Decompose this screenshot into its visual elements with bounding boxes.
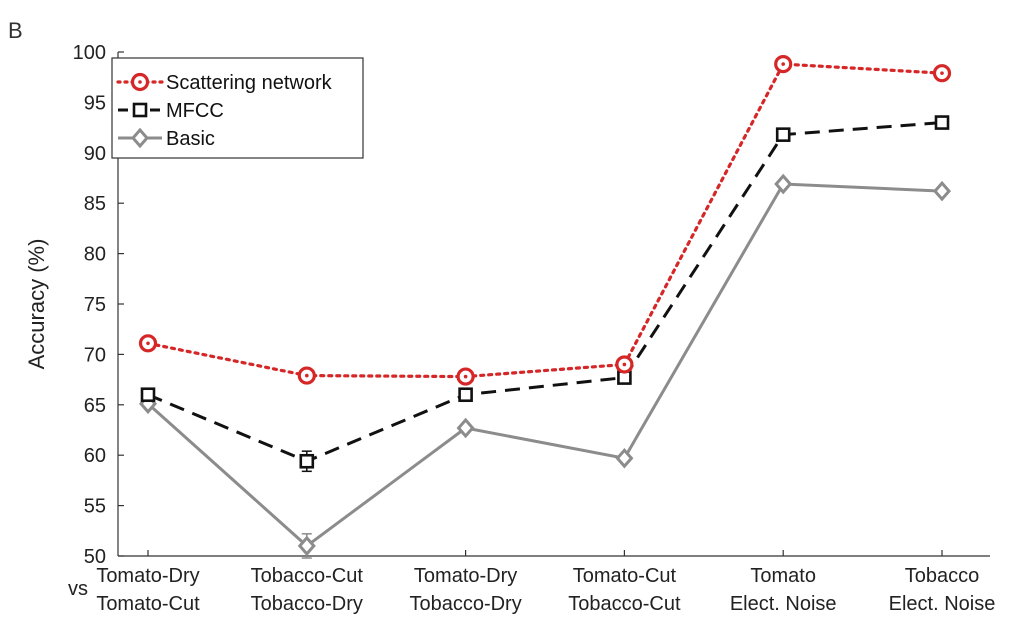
x-category-label-bottom: Elect. Noise xyxy=(889,593,996,615)
legend: Scattering network MFCC Basic xyxy=(111,57,364,159)
scattering-network-point-3-center xyxy=(622,362,627,367)
scattering-network-point-1-center xyxy=(305,373,309,378)
legend-box xyxy=(111,57,364,159)
legend-marker-basic xyxy=(131,127,149,149)
x-category-label-bottom: Tobacco-Dry xyxy=(251,593,363,615)
basic-point-3 xyxy=(615,447,634,469)
legend-label-mfcc: MFCC xyxy=(166,100,224,122)
x-category-label-bottom: Elect. Noise xyxy=(730,593,837,615)
scattering-network-point-4-center xyxy=(781,62,785,66)
x-category-label-bottom: Tomato-Cut xyxy=(96,593,200,615)
y-tick-label: 55 xyxy=(84,496,106,518)
panel-label: B xyxy=(8,18,23,43)
series-layer xyxy=(138,54,952,559)
series-scattering-network xyxy=(138,54,952,386)
legend-label-basic: Basic xyxy=(166,128,215,150)
x-category-label-top: Tomato-Dry xyxy=(414,565,517,587)
mfcc-point-0 xyxy=(140,387,156,403)
mfcc-line xyxy=(147,121,943,463)
x-category-label-top: Tomato-Dry xyxy=(96,565,199,587)
y-axis-label: Accuracy (%) xyxy=(24,239,49,370)
basic-line xyxy=(146,182,943,548)
y-tick-label: 70 xyxy=(84,344,106,366)
x-category-label-top: Tomato xyxy=(750,565,816,587)
mfcc-point-1 xyxy=(299,453,315,469)
legend-label-scattering-network: Scattering network xyxy=(166,72,333,94)
series-basic xyxy=(139,173,951,559)
y-tick-label: 95 xyxy=(84,92,106,114)
y-tick-label: 75 xyxy=(84,294,106,316)
x-category-label-bottom: Tobacco-Dry xyxy=(409,593,521,615)
vs-label: vs xyxy=(68,578,88,600)
mfcc-point-4 xyxy=(775,127,791,142)
series-mfcc xyxy=(140,115,950,473)
legend-marker-scattering-network-center xyxy=(138,80,142,84)
scattering-network-point-2-center xyxy=(463,374,468,379)
scattering-network-line xyxy=(146,62,944,379)
basic-point-2 xyxy=(456,417,475,439)
mfcc-point-2 xyxy=(458,387,473,403)
y-tick-label: 50 xyxy=(84,546,106,568)
scattering-network-point-5-center xyxy=(940,71,944,75)
basic-point-4 xyxy=(774,173,793,195)
x-category-label-top: Tobacco xyxy=(905,565,980,587)
mfcc-point-5 xyxy=(934,115,950,130)
x-category-label-bottom: Tobacco-Cut xyxy=(568,593,681,615)
scattering-network-point-0-center xyxy=(146,341,150,346)
y-tick-label: 65 xyxy=(84,395,106,417)
x-category-label-top: Tomato-Cut xyxy=(573,565,677,587)
basic-point-1 xyxy=(297,535,316,557)
y-tick-label: 90 xyxy=(84,143,106,165)
y-tick-label: 60 xyxy=(84,445,106,467)
x-category-label-top: Tobacco-Cut xyxy=(251,565,364,587)
axes: 50 55 60 65 70 75 80 85 90 95 100 Accuracy (%) Tomat… xyxy=(24,42,995,615)
legend-marker-mfcc xyxy=(132,102,148,118)
y-tick-label: 80 xyxy=(84,244,106,266)
basic-point-5 xyxy=(933,180,951,202)
y-tick-label: 100 xyxy=(73,42,106,64)
y-tick-label: 85 xyxy=(84,193,106,215)
